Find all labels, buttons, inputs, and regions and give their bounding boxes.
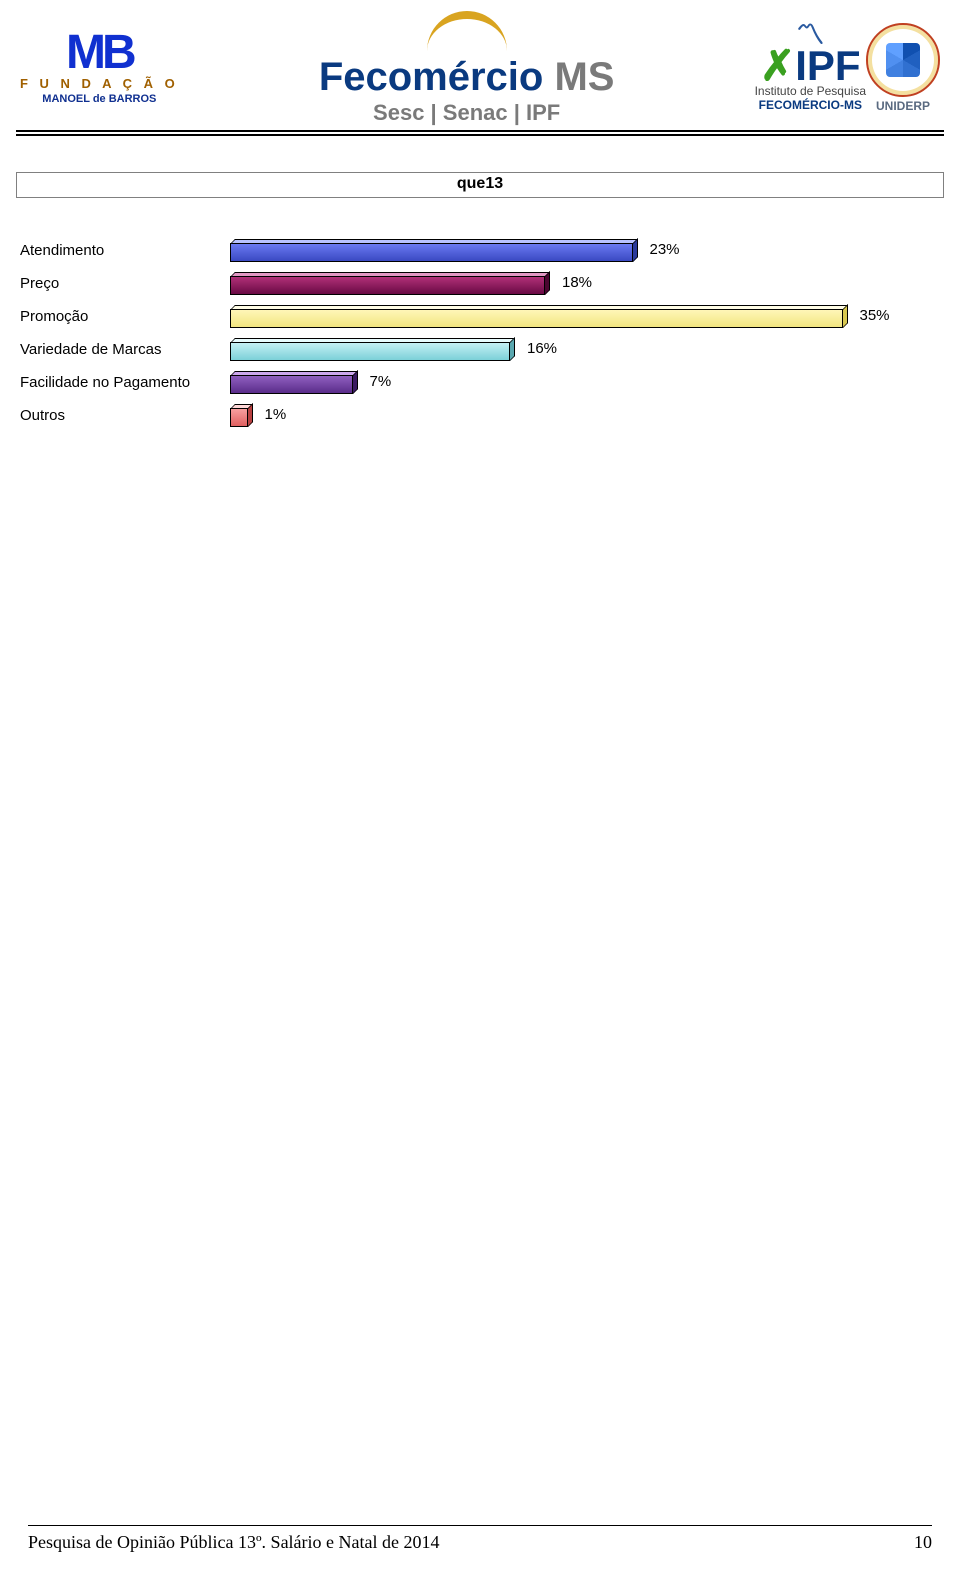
bar-value-label: 7% bbox=[370, 373, 392, 390]
fecomercio-arc-icon bbox=[427, 11, 507, 59]
uniderp-fan-icon bbox=[886, 43, 920, 77]
bar-area: 18% bbox=[230, 272, 940, 295]
chart: Atendimento 23% Preço 18% Promoção 35% Varieda… bbox=[20, 234, 940, 432]
chart-row: Outros 1% bbox=[20, 399, 940, 432]
footer-left: Pesquisa de Opinião Pública 13º. Salário… bbox=[28, 1532, 440, 1553]
bar-category-label: Outros bbox=[20, 407, 230, 424]
bar-value-label: 35% bbox=[860, 307, 890, 324]
chart-row: Facilidade no Pagamento 7% bbox=[20, 366, 940, 399]
chart-row: Atendimento 23% bbox=[20, 234, 940, 267]
bar-category-label: Variedade de Marcas bbox=[20, 341, 230, 358]
ipf-sub1: Instituto de Pesquisa bbox=[755, 84, 866, 98]
bar-area: 23% bbox=[230, 239, 940, 262]
fecomercio-main: Fecomércio MS bbox=[319, 55, 615, 100]
logo-fecomercio: Fecomércio MS Sesc | Senac | IPF bbox=[191, 11, 743, 126]
bar-area: 7% bbox=[230, 371, 940, 394]
bar-category-label: Promoção bbox=[20, 308, 230, 325]
chart-title: que13 bbox=[16, 172, 944, 198]
footer-text: Pesquisa de Opinião Pública 13º. Salário… bbox=[28, 1532, 932, 1553]
mb-sub1: F U N D A Ç Ã O bbox=[20, 76, 179, 91]
footer-page-number: 10 bbox=[914, 1532, 932, 1553]
bar-category-label: Atendimento bbox=[20, 242, 230, 259]
fecomercio-main-a: Fecomércio bbox=[319, 55, 555, 99]
footer-divider bbox=[28, 1525, 932, 1526]
bar-area: 35% bbox=[230, 305, 940, 328]
bar-area: 16% bbox=[230, 338, 940, 361]
logo-ipf: 〽 ✗IPF Instituto de Pesquisa FECOMÉRCIO-… bbox=[755, 24, 866, 113]
chart-row: Variedade de Marcas 16% bbox=[20, 333, 940, 366]
footer: Pesquisa de Opinião Pública 13º. Salário… bbox=[0, 1525, 960, 1553]
bar-area: 1% bbox=[230, 404, 940, 427]
logo-mb: MB F U N D A Ç Ã O MANOEL de BARROS bbox=[20, 31, 179, 105]
fecomercio-sub: Sesc | Senac | IPF bbox=[373, 100, 560, 126]
bar-value-label: 16% bbox=[527, 340, 557, 357]
ipf-sub2: FECOMÉRCIO-MS bbox=[759, 98, 862, 112]
header-logos: MB F U N D A Ç Ã O MANOEL de BARROS Feco… bbox=[0, 0, 960, 130]
bar-value-label: 18% bbox=[562, 274, 592, 291]
bar-category-label: Facilidade no Pagamento bbox=[20, 374, 230, 391]
logo-uniderp: UNIDERP bbox=[866, 23, 940, 113]
uniderp-sub: UNIDERP bbox=[876, 99, 930, 113]
uniderp-ring-icon bbox=[866, 23, 940, 97]
ipf-main: ✗IPF bbox=[760, 47, 861, 85]
chart-row: Promoção 35% bbox=[20, 300, 940, 333]
bar-category-label: Preço bbox=[20, 275, 230, 292]
ipf-x-icon: ✗ bbox=[760, 42, 795, 89]
bar-value-label: 1% bbox=[265, 406, 287, 423]
mb-mark: MB bbox=[66, 31, 133, 74]
bar-value-label: 23% bbox=[650, 241, 680, 258]
chart-row: Preço 18% bbox=[20, 267, 940, 300]
ipf-text: IPF bbox=[795, 42, 860, 89]
mb-sub2: MANOEL de BARROS bbox=[42, 93, 156, 105]
fecomercio-main-b: MS bbox=[554, 55, 614, 99]
page: MB F U N D A Ç Ã O MANOEL de BARROS Feco… bbox=[0, 0, 960, 1573]
header-divider bbox=[16, 130, 944, 136]
